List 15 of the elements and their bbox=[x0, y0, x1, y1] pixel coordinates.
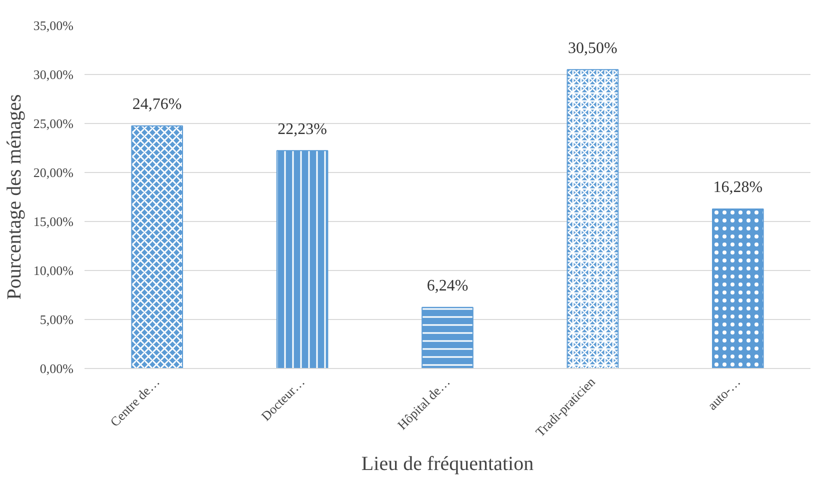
y-tick-label: 20,00% bbox=[33, 165, 74, 180]
data-label: 16,28% bbox=[713, 179, 763, 196]
y-tick-label: 30,00% bbox=[33, 67, 74, 82]
y-tick-label: 10,00% bbox=[33, 263, 74, 278]
x-axis-title: Lieu de fréquentation bbox=[361, 452, 534, 475]
y-tick-label: 5,00% bbox=[40, 312, 74, 327]
y-tick-label: 0,00% bbox=[40, 361, 74, 376]
y-tick-label: 25,00% bbox=[33, 116, 74, 131]
y-axis-title: Pourcentage des ménages bbox=[3, 94, 26, 300]
data-label: 22,23% bbox=[278, 120, 327, 138]
data-label: 6,24% bbox=[426, 278, 468, 295]
y-tick-label: 35,00% bbox=[33, 18, 74, 33]
data-label: 24,76% bbox=[132, 96, 182, 114]
y-tick-label: 15,00% bbox=[33, 214, 74, 229]
data-label: 30,50% bbox=[568, 40, 618, 57]
